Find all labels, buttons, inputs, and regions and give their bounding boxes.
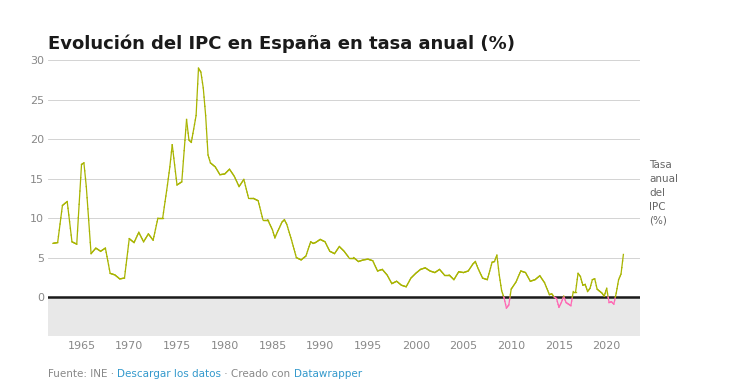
Bar: [48, 297, 640, 336]
Text: · Creado con: · Creado con: [221, 369, 294, 379]
Text: Datawrapper: Datawrapper: [294, 369, 362, 379]
Text: Tasa
anual
del
IPC
(%): Tasa anual del IPC (%): [649, 160, 678, 226]
Text: Evolución del IPC en España en tasa anual (%): Evolución del IPC en España en tasa anua…: [48, 35, 515, 53]
Text: Descargar los datos: Descargar los datos: [118, 369, 221, 379]
Text: Fuente: INE ·: Fuente: INE ·: [48, 369, 118, 379]
